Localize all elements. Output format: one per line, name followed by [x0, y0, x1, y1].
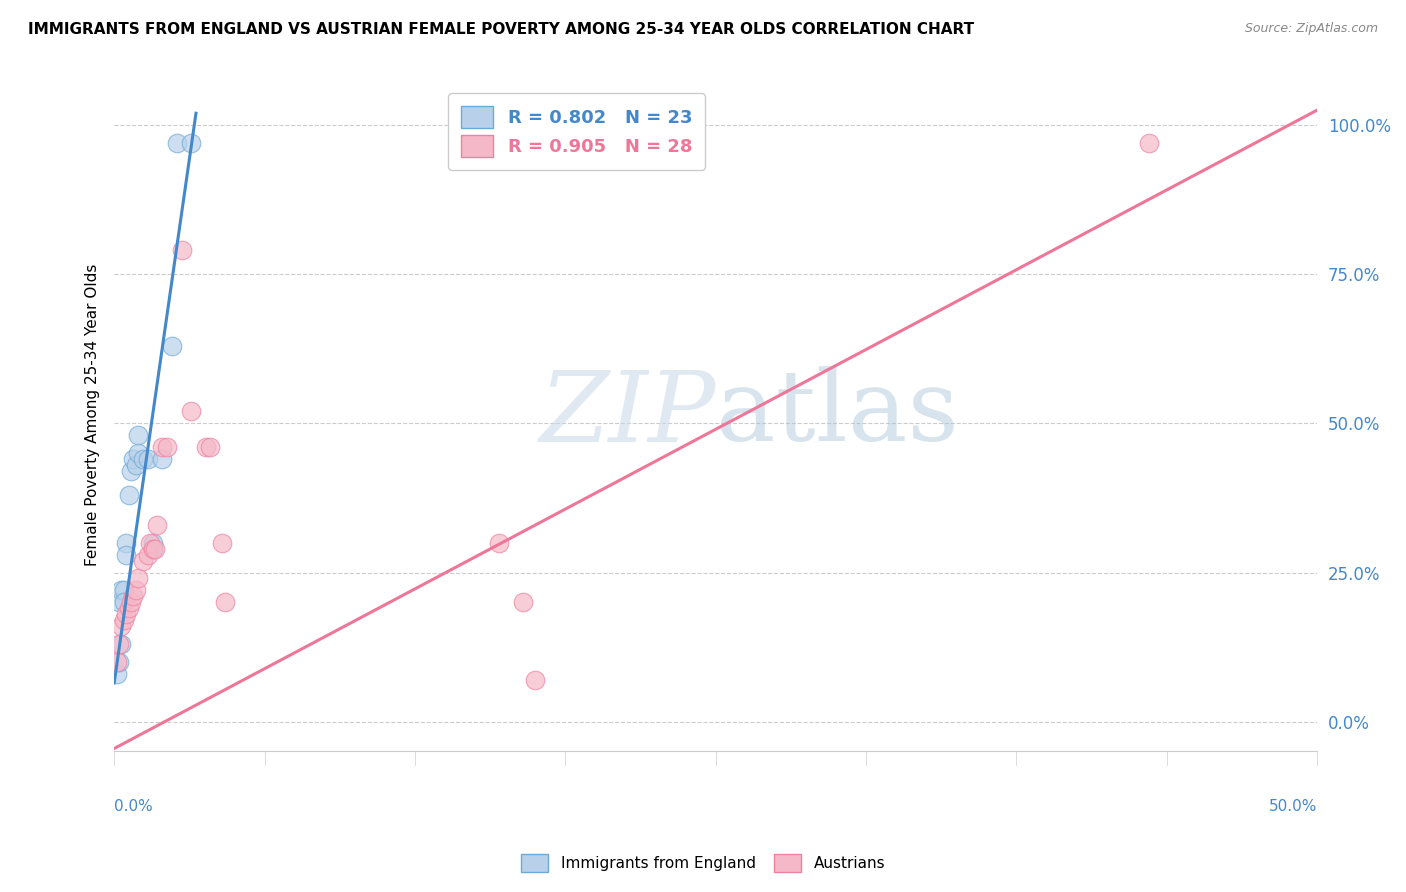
Point — [112, 595, 135, 609]
Text: IMMIGRANTS FROM ENGLAND VS AUSTRIAN FEMALE POVERTY AMONG 25-34 YEAR OLDS CORRELA: IMMIGRANTS FROM ENGLAND VS AUSTRIAN FEMA… — [28, 22, 974, 37]
Point — [1137, 136, 1160, 150]
Text: 50.0%: 50.0% — [1268, 798, 1317, 814]
Point — [117, 488, 139, 502]
Point — [110, 637, 132, 651]
Y-axis label: Female Poverty Among 25-34 Year Olds: Female Poverty Among 25-34 Year Olds — [86, 263, 100, 566]
Point — [125, 583, 148, 598]
Point — [122, 452, 145, 467]
Point — [180, 136, 202, 150]
Point — [150, 440, 173, 454]
Text: atlas: atlas — [716, 367, 959, 462]
Point — [108, 655, 131, 669]
Point — [170, 244, 193, 258]
Point — [166, 136, 188, 150]
Point — [127, 446, 149, 460]
Point — [132, 553, 155, 567]
Point — [108, 637, 131, 651]
Point — [214, 595, 236, 609]
Point — [120, 464, 142, 478]
Text: Source: ZipAtlas.com: Source: ZipAtlas.com — [1244, 22, 1378, 36]
Point — [112, 613, 135, 627]
Point — [110, 619, 132, 633]
Point — [150, 452, 173, 467]
Point — [125, 458, 148, 472]
Point — [122, 590, 145, 604]
Point — [105, 655, 128, 669]
Point — [115, 535, 138, 549]
Point — [211, 535, 233, 549]
Point — [127, 572, 149, 586]
Point — [132, 452, 155, 467]
Point — [136, 452, 159, 467]
Point — [194, 440, 217, 454]
Legend: Immigrants from England, Austrians: Immigrants from England, Austrians — [513, 846, 893, 880]
Point — [108, 595, 131, 609]
Point — [115, 548, 138, 562]
Point — [136, 548, 159, 562]
Point — [142, 541, 165, 556]
Point — [112, 583, 135, 598]
Point — [142, 535, 165, 549]
Text: 0.0%: 0.0% — [114, 798, 153, 814]
Point — [139, 535, 162, 549]
Point — [143, 541, 166, 556]
Point — [105, 667, 128, 681]
Legend: R = 0.802   N = 23, R = 0.905   N = 28: R = 0.802 N = 23, R = 0.905 N = 28 — [449, 93, 704, 169]
Point — [524, 673, 547, 687]
Point — [115, 607, 138, 622]
Point — [120, 595, 142, 609]
Point — [142, 541, 165, 556]
Point — [127, 428, 149, 442]
Point — [512, 595, 534, 609]
Point — [146, 517, 169, 532]
Text: ZIP: ZIP — [540, 367, 716, 462]
Point — [180, 404, 202, 418]
Point — [110, 583, 132, 598]
Point — [160, 339, 183, 353]
Point — [117, 601, 139, 615]
Point — [200, 440, 222, 454]
Point — [156, 440, 179, 454]
Point — [488, 535, 510, 549]
